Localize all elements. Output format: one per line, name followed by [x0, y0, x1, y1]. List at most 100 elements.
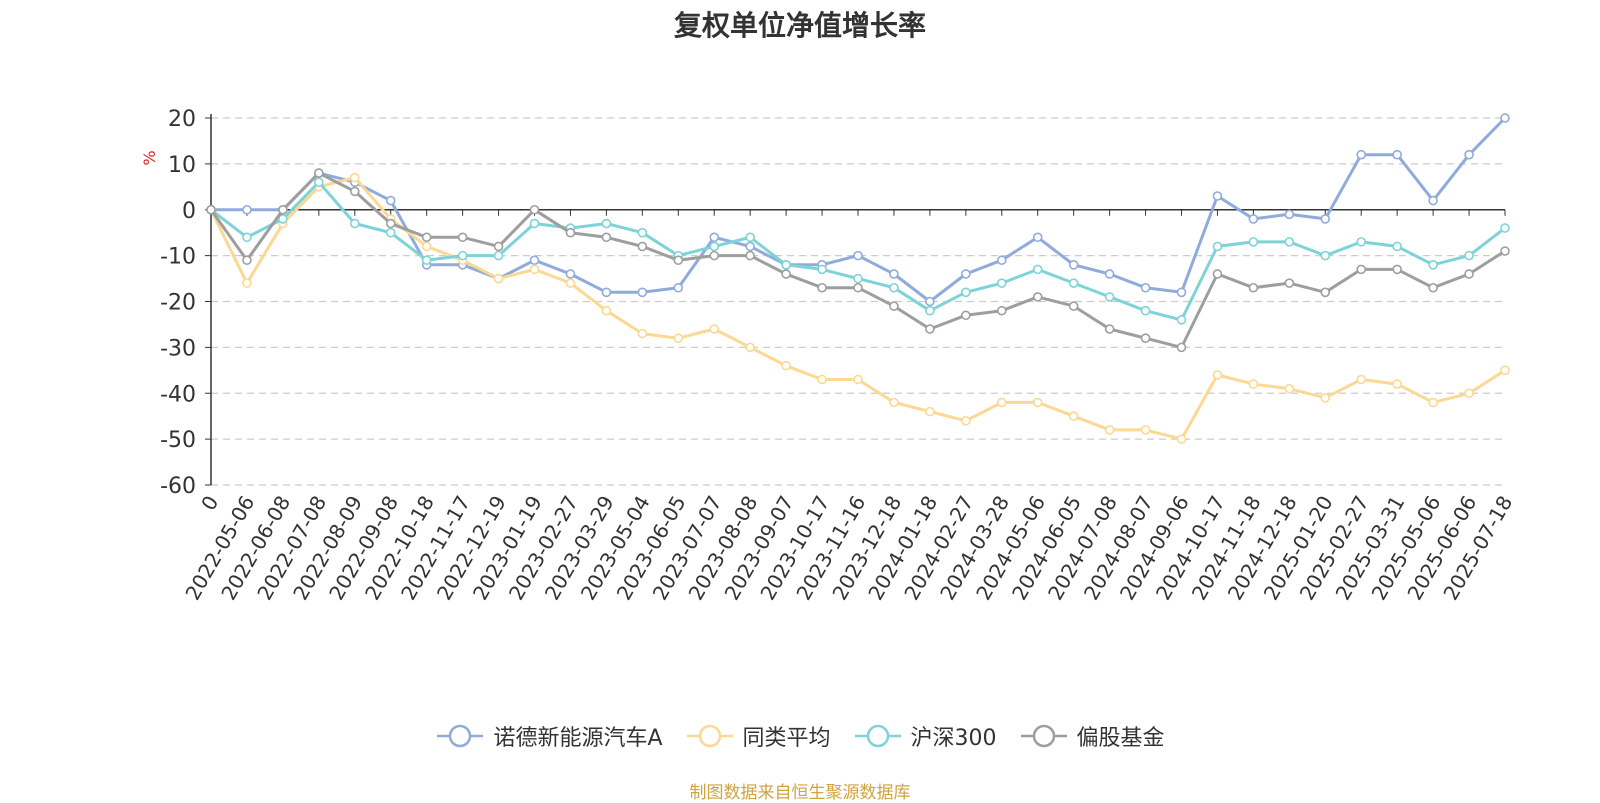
data-point	[889, 282, 899, 293]
data-point	[1356, 149, 1367, 160]
data-point	[565, 278, 576, 288]
y-tick-label: -40	[160, 382, 196, 407]
data-point	[673, 282, 684, 293]
legend-swatch-icon	[854, 724, 901, 748]
data-point	[385, 227, 396, 238]
data-point	[1392, 149, 1402, 160]
data-point	[349, 186, 360, 197]
y-tick-label: 0	[182, 199, 196, 224]
data-point	[601, 218, 612, 229]
data-point	[1176, 315, 1187, 325]
data-point	[925, 296, 935, 307]
data-point	[1176, 342, 1187, 353]
chart-title: 复权单位净值增长率	[673, 9, 926, 42]
data-point	[781, 259, 791, 270]
data-point	[1392, 379, 1402, 389]
data-point	[1212, 191, 1223, 201]
data-point	[889, 269, 899, 279]
data-point	[1068, 301, 1079, 311]
data-point	[314, 177, 324, 188]
data-point	[1140, 305, 1151, 316]
data-point	[1284, 209, 1295, 220]
legend-item[interactable]: 偏股基金	[1019, 720, 1165, 752]
y-tick-label: -20	[160, 291, 196, 316]
data-point	[1032, 397, 1043, 408]
data-point	[1140, 425, 1151, 435]
data-point	[1284, 278, 1295, 288]
data-point	[1104, 425, 1115, 435]
data-point	[889, 301, 899, 311]
grid-lines	[211, 117, 1505, 486]
legend-swatch-icon	[1020, 724, 1067, 748]
data-point	[206, 204, 216, 215]
source-footer: 制图数据来自恒生聚源数据库	[689, 783, 911, 803]
data-point	[385, 218, 396, 229]
data-point	[996, 397, 1007, 408]
data-point	[1104, 324, 1115, 334]
data-point	[1068, 411, 1079, 421]
data-point	[601, 232, 612, 243]
legend-swatch-icon	[686, 724, 733, 748]
legend: 诺德新能源汽车A 同类平均 沪深300 偏股基金	[0, 720, 1600, 752]
data-point	[1284, 237, 1295, 247]
legend-item[interactable]: 沪深300	[853, 720, 997, 752]
data-point	[709, 232, 720, 243]
data-point	[996, 305, 1007, 316]
data-point	[637, 287, 648, 298]
data-point	[278, 204, 288, 215]
data-point	[1356, 264, 1367, 275]
data-point	[745, 250, 755, 261]
data-point	[781, 360, 791, 371]
data-point	[853, 374, 863, 385]
data-point	[565, 227, 576, 238]
data-point	[565, 269, 576, 279]
data-point	[853, 282, 863, 293]
data-point	[1464, 149, 1474, 160]
legend-item[interactable]: 同类平均	[685, 720, 831, 752]
legend-marker	[1032, 724, 1055, 748]
data-point	[349, 218, 360, 229]
data-point	[961, 287, 971, 298]
data-point	[817, 282, 827, 293]
data-point	[1428, 259, 1438, 270]
data-point	[493, 273, 504, 284]
data-point	[1032, 232, 1043, 243]
legend-label: 同类平均	[742, 726, 831, 751]
y-tick-label: 10	[168, 153, 196, 178]
data-point	[1140, 282, 1151, 293]
data-point	[493, 250, 504, 261]
data-point	[1176, 434, 1187, 444]
data-point	[637, 227, 648, 238]
data-point	[385, 195, 396, 206]
data-point	[1500, 113, 1510, 123]
data-point	[1248, 237, 1259, 247]
data-point	[745, 241, 755, 252]
x-tick-label: 0	[196, 492, 223, 515]
data-point	[1140, 333, 1151, 344]
data-point	[1248, 214, 1259, 224]
data-point	[889, 397, 899, 408]
data-point	[925, 324, 935, 334]
data-point	[1500, 246, 1510, 256]
legend-item[interactable]: 诺德新能源汽车A	[435, 720, 663, 752]
data-point	[673, 333, 684, 344]
data-point	[457, 250, 468, 261]
data-point	[709, 324, 720, 334]
data-point	[601, 305, 612, 316]
data-point	[1176, 287, 1187, 298]
data-point	[314, 168, 324, 178]
data-point	[1320, 214, 1331, 224]
legend-marker	[866, 724, 889, 748]
y-tick-label: -50	[160, 428, 196, 453]
data-point	[961, 310, 971, 321]
data-point	[817, 374, 827, 385]
data-point	[1032, 264, 1043, 275]
data-point	[421, 232, 432, 243]
data-point	[1464, 250, 1474, 261]
y-axis-label: %	[140, 150, 159, 165]
data-point	[996, 255, 1007, 266]
data-point	[1212, 241, 1223, 252]
data-point	[1428, 397, 1438, 408]
data-point	[1356, 374, 1367, 385]
data-point	[242, 278, 252, 288]
